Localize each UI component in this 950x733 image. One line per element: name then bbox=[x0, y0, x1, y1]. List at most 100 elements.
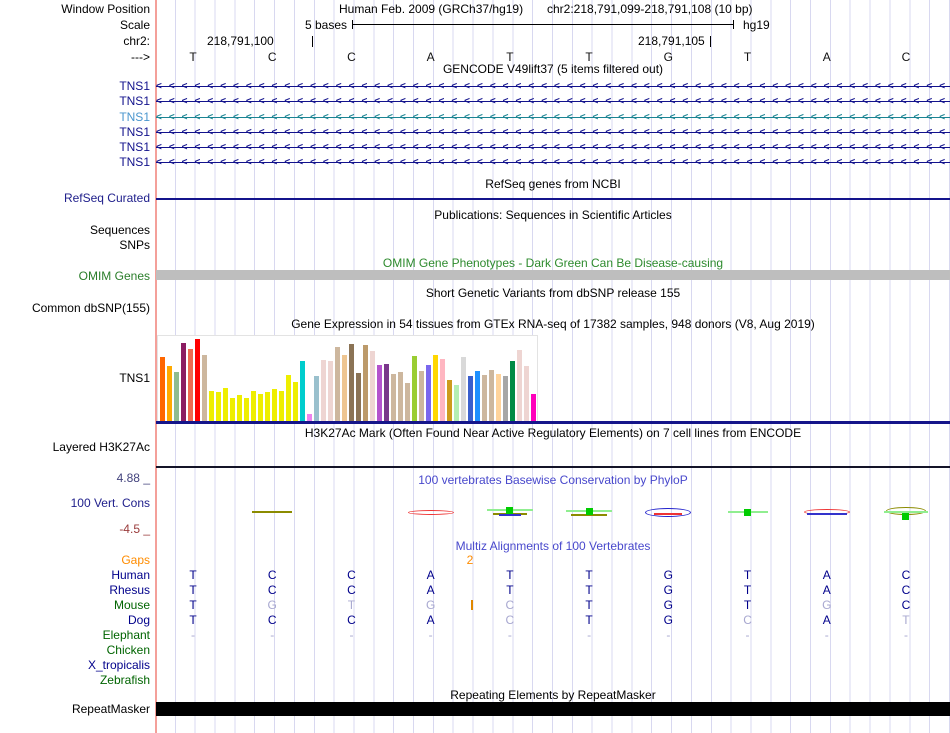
gtex-tissue-bar[interactable] bbox=[510, 361, 515, 421]
gtex-tissue-bar[interactable] bbox=[188, 349, 193, 421]
gtex-tissue-bar[interactable] bbox=[384, 364, 389, 421]
aligned-base: G bbox=[425, 598, 436, 612]
gtex-tissue-bar[interactable] bbox=[321, 360, 326, 421]
multiz-species-label: Rhesus bbox=[109, 583, 150, 597]
gencode-transcript-arrows[interactable]: <<<<<<<<<<<<<<<<<<<<<<<<<<<<<<<<<<<<<<<<… bbox=[156, 79, 950, 94]
gtex-tissue-bar[interactable] bbox=[202, 355, 207, 421]
gtex-tissue-bar[interactable] bbox=[258, 394, 263, 421]
gtex-tissue-bar[interactable] bbox=[181, 343, 186, 421]
gtex-tissue-bar[interactable] bbox=[419, 371, 424, 421]
gtex-tissue-bar[interactable] bbox=[363, 345, 368, 421]
aligned-base: T bbox=[743, 583, 752, 597]
gtex-tissue-bar[interactable] bbox=[265, 392, 270, 421]
base-letter: C bbox=[267, 50, 277, 64]
aligned-base: - bbox=[824, 628, 829, 642]
gtex-tissue-bar[interactable] bbox=[342, 355, 347, 421]
aligned-base: C bbox=[347, 583, 356, 597]
gtex-tissue-bar[interactable] bbox=[503, 376, 508, 421]
gtex-tissue-bar[interactable] bbox=[286, 375, 291, 421]
gencode-transcript-label: TNS1 bbox=[119, 155, 150, 169]
gencode-transcript-arrows[interactable]: <<<<<<<<<<<<<<<<<<<<<<<<<<<<<<<<<<<<<<<<… bbox=[156, 140, 950, 155]
phylop-mark bbox=[654, 513, 683, 515]
gencode-transcript-label: TNS1 bbox=[119, 79, 150, 93]
multiz-species-label: X_tropicalis bbox=[87, 658, 150, 672]
gtex-tissue-bar[interactable] bbox=[489, 370, 494, 421]
base-letter: A bbox=[426, 50, 435, 64]
gtex-tissue-bar[interactable] bbox=[314, 376, 319, 421]
gtex-tissue-bar[interactable] bbox=[167, 366, 172, 421]
gtex-tissue-bar[interactable] bbox=[230, 398, 235, 421]
gtex-tissue-bar[interactable] bbox=[300, 361, 305, 421]
gtex-tissue-bar[interactable] bbox=[468, 376, 473, 421]
gtex-tissue-bar[interactable] bbox=[440, 359, 445, 421]
gtex-tissue-bar[interactable] bbox=[391, 374, 396, 421]
gencode-transcript-arrows[interactable]: <<<<<<<<<<<<<<<<<<<<<<<<<<<<<<<<<<<<<<<<… bbox=[156, 155, 950, 170]
omim-gene-bar[interactable] bbox=[156, 270, 950, 280]
gtex-tissue-bar[interactable] bbox=[517, 350, 522, 421]
gtex-tissue-bar[interactable] bbox=[335, 347, 340, 421]
gencode-transcript-arrows[interactable]: <<<<<<<<<<<<<<<<<<<<<<<<<<<<<<<<<<<<<<<<… bbox=[156, 125, 950, 140]
multiz-species-row[interactable] bbox=[156, 658, 950, 672]
coordinate-tick-right-mark bbox=[710, 36, 711, 47]
gtex-tissue-bar[interactable] bbox=[328, 361, 333, 421]
gtex-tissue-bar[interactable] bbox=[447, 380, 452, 421]
multiz-species-row[interactable]: ---------- bbox=[156, 628, 950, 642]
gtex-tissue-bar[interactable] bbox=[461, 357, 466, 421]
gtex-tissue-bar[interactable] bbox=[237, 395, 242, 421]
gtex-tissue-bar[interactable] bbox=[370, 351, 375, 421]
aligned-base: T bbox=[189, 583, 197, 597]
base-letter: G bbox=[663, 50, 673, 64]
gtex-tissue-bar[interactable] bbox=[272, 389, 277, 421]
gtex-tissue-bar[interactable] bbox=[251, 391, 256, 421]
gtex-tissue-bar[interactable] bbox=[482, 375, 487, 421]
omim-track-title: OMIM Gene Phenotypes - Dark Green Can Be… bbox=[382, 256, 724, 270]
aligned-base: C bbox=[505, 598, 515, 612]
gtex-tissue-bar[interactable] bbox=[307, 414, 312, 421]
repeatmasker-element-bar[interactable] bbox=[156, 702, 950, 716]
gtex-tissue-bar[interactable] bbox=[356, 373, 361, 421]
phylop-mark bbox=[506, 506, 514, 514]
gencode-transcript-arrows[interactable]: <<<<<<<<<<<<<<<<<<<<<<<<<<<<<<<<<<<<<<<<… bbox=[156, 110, 950, 125]
gencode-transcript-arrows[interactable]: <<<<<<<<<<<<<<<<<<<<<<<<<<<<<<<<<<<<<<<<… bbox=[156, 94, 950, 109]
gtex-tissue-bar[interactable] bbox=[426, 365, 431, 421]
refseq-curated-gene-line[interactable] bbox=[156, 198, 950, 200]
multiz-species-row[interactable] bbox=[156, 673, 950, 687]
gtex-tissue-bar[interactable] bbox=[349, 344, 354, 421]
aligned-base: A bbox=[426, 568, 435, 582]
gtex-tissue-bar[interactable] bbox=[433, 355, 438, 421]
h3k27ac-baseline[interactable] bbox=[156, 466, 950, 468]
gtex-tissue-bar[interactable] bbox=[475, 371, 480, 421]
gtex-tissue-bar[interactable] bbox=[524, 366, 529, 421]
gtex-tissue-bar[interactable] bbox=[293, 382, 298, 421]
gtex-tissue-bar[interactable] bbox=[405, 383, 410, 421]
aligned-base: C bbox=[901, 568, 911, 582]
gaps-row-label: Gaps bbox=[121, 553, 150, 567]
gtex-tissue-bar[interactable] bbox=[160, 357, 165, 421]
phylop-min-value: -4.5 _ bbox=[119, 522, 150, 536]
gtex-tissue-bar[interactable] bbox=[496, 374, 501, 421]
multiz-species-row[interactable] bbox=[156, 643, 950, 657]
aligned-base: G bbox=[267, 598, 277, 612]
gtex-tissue-bar[interactable] bbox=[223, 388, 228, 421]
aligned-base: - bbox=[270, 628, 275, 642]
gencode-track-title: GENCODE V49lift37 (5 items filtered out) bbox=[442, 62, 664, 76]
gtex-tissue-bar[interactable] bbox=[174, 372, 179, 421]
gtex-tissue-bar[interactable] bbox=[412, 356, 417, 421]
gtex-tissue-bar[interactable] bbox=[279, 391, 284, 421]
gtex-tissue-bar[interactable] bbox=[216, 392, 221, 421]
gtex-tissue-bar[interactable] bbox=[209, 391, 214, 421]
gtex-tissue-bar[interactable] bbox=[377, 365, 382, 421]
gtex-tissue-bar[interactable] bbox=[244, 398, 249, 421]
gtex-tissue-bar[interactable] bbox=[398, 372, 403, 421]
aligned-base: C bbox=[267, 583, 277, 597]
gtex-tissue-bar[interactable] bbox=[531, 394, 536, 421]
coordinate-tick-right: 218,791,105 bbox=[638, 34, 705, 48]
gtex-expression-barchart[interactable] bbox=[157, 335, 538, 421]
gtex-tissue-bar[interactable] bbox=[454, 385, 459, 421]
gtex-tissue-bar[interactable] bbox=[195, 339, 200, 421]
